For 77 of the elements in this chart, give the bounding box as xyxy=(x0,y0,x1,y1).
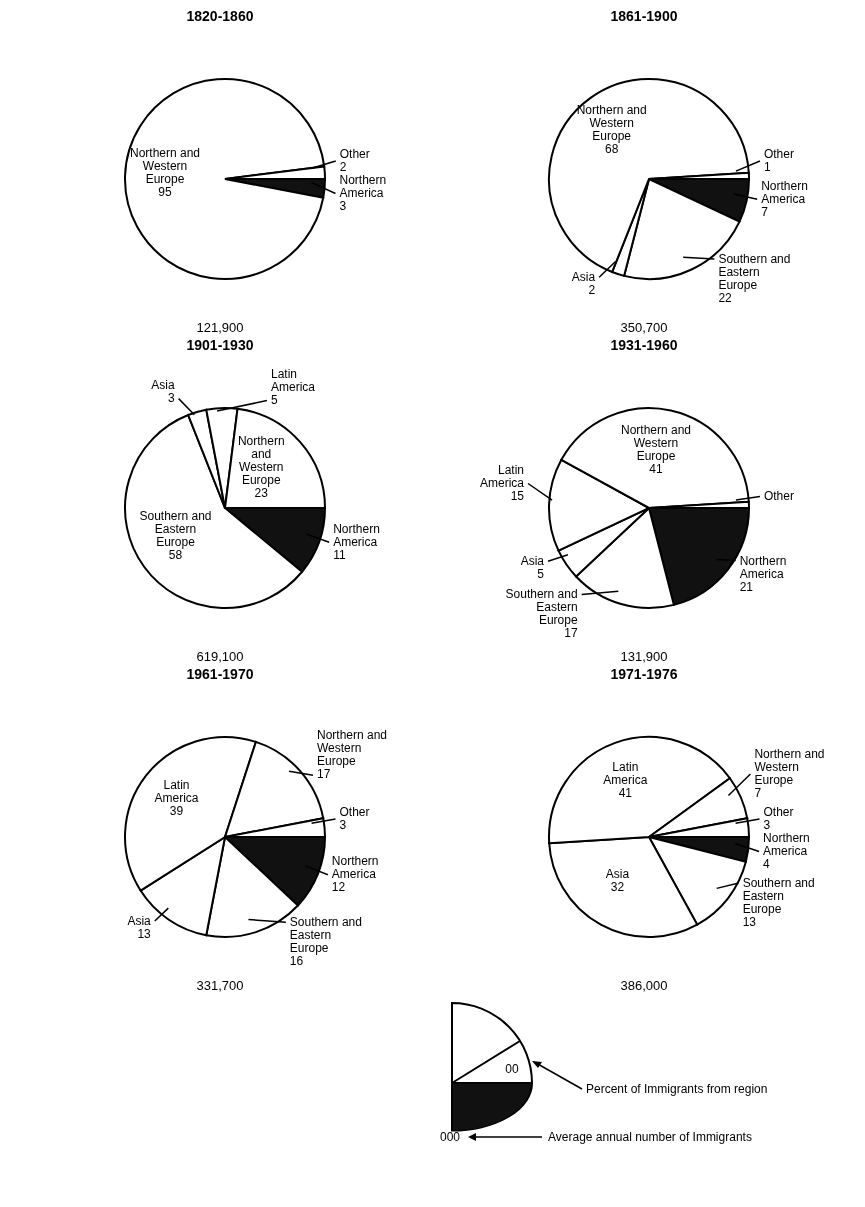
text: 331,700 xyxy=(195,978,245,993)
data-label: 41 xyxy=(649,461,663,476)
chart-title: 1901-1930 xyxy=(185,337,255,353)
slice-label: Other xyxy=(763,147,794,161)
data-label: 22 xyxy=(718,290,733,305)
text: 386,000 xyxy=(619,978,669,993)
data-label: 17 xyxy=(564,626,578,641)
data-label: 4 xyxy=(763,857,771,871)
slice-label: Latin America xyxy=(480,463,525,490)
data-label: 5 xyxy=(271,392,278,407)
data-label: 2 xyxy=(339,160,347,174)
data-label: 17 xyxy=(317,767,331,782)
slice-label: Northern and Western Europe xyxy=(576,103,647,143)
slice-label: Southern and Eastern Europe xyxy=(139,508,212,549)
slice-label: Northern and Western Europe xyxy=(237,433,285,487)
slice-label: Other xyxy=(763,805,794,819)
text: Percent of Immigrants from region xyxy=(586,1082,768,1096)
slice-label: Other xyxy=(339,805,370,819)
slice-label: Northern and Western Europe xyxy=(754,747,825,787)
data-label: 11 xyxy=(333,547,346,562)
data-label: 3 xyxy=(763,818,771,832)
text: 000 xyxy=(440,1130,461,1144)
slice-label: Northern America xyxy=(331,854,379,882)
slice-label: Northern America xyxy=(333,521,380,549)
data-label: 2 xyxy=(588,283,596,298)
slice-label: Latin America xyxy=(154,778,199,806)
slice-label: Latin America xyxy=(271,366,316,394)
data-label: 39 xyxy=(169,804,184,819)
data-label: 13 xyxy=(137,926,152,941)
data-label: 58 xyxy=(168,547,183,562)
slice-label: Northern America xyxy=(339,173,387,200)
slice-label: Northern America xyxy=(739,553,787,581)
text: 350,700 xyxy=(619,320,669,335)
text: 131,900 xyxy=(619,649,669,664)
text: 121,900 xyxy=(195,320,245,335)
slice-label: Northern and Western Europe xyxy=(130,145,201,186)
data-label: 1 xyxy=(763,160,771,174)
data-label: 13 xyxy=(742,915,757,930)
text: 00 xyxy=(505,1062,519,1076)
text: Average annual number of Immigrants xyxy=(548,1130,752,1144)
data-label: 41 xyxy=(618,786,633,801)
slice-label: Southern and Eastern Europe xyxy=(742,876,815,917)
slice-label: Northern and Western Europe xyxy=(620,422,692,463)
data-label: 7 xyxy=(754,786,762,800)
slice-label: Asia xyxy=(605,866,630,881)
data-label: 95 xyxy=(158,184,173,199)
data-label: 16 xyxy=(289,954,304,969)
chart-title: 1961-1970 xyxy=(185,666,255,682)
slice-label: Other xyxy=(763,489,794,503)
data-label: 5 xyxy=(537,567,545,582)
chart-title: 1971-1976 xyxy=(609,666,679,682)
data-label: 3 xyxy=(167,390,175,405)
data-label: 3 xyxy=(339,199,347,213)
slice-label: Other xyxy=(339,147,370,161)
slice-label: Southern and Eastern Europe xyxy=(718,251,791,292)
data-label: 68 xyxy=(604,142,619,156)
data-label: 7 xyxy=(761,204,769,219)
slice-label: Asia xyxy=(520,554,545,569)
slice-label: Asia xyxy=(571,270,596,285)
text: 619,100 xyxy=(195,649,245,664)
slice-label: Asia xyxy=(127,913,152,928)
slice-label: Latin America xyxy=(603,760,648,788)
slice-label: Northern America xyxy=(761,178,808,206)
slice-label: Asia xyxy=(151,377,175,392)
chart-title: 1820-1860 xyxy=(185,8,255,24)
data-label: 3 xyxy=(339,818,347,832)
data-label: 15 xyxy=(510,489,525,503)
data-label: 21 xyxy=(739,579,754,594)
slice-label: Southern and Eastern Europe xyxy=(505,587,578,628)
slice-label: Northern and Western Europe xyxy=(317,728,388,769)
data-label: 23 xyxy=(254,485,269,500)
data-label: 32 xyxy=(610,879,625,894)
chart-title: 1931-1960 xyxy=(609,337,679,353)
slice-label: Northern America xyxy=(763,831,810,858)
data-label: 12 xyxy=(331,880,346,895)
slice-label: Southern and Eastern Europe xyxy=(289,915,362,956)
chart-title: 1861-1900 xyxy=(609,8,679,24)
